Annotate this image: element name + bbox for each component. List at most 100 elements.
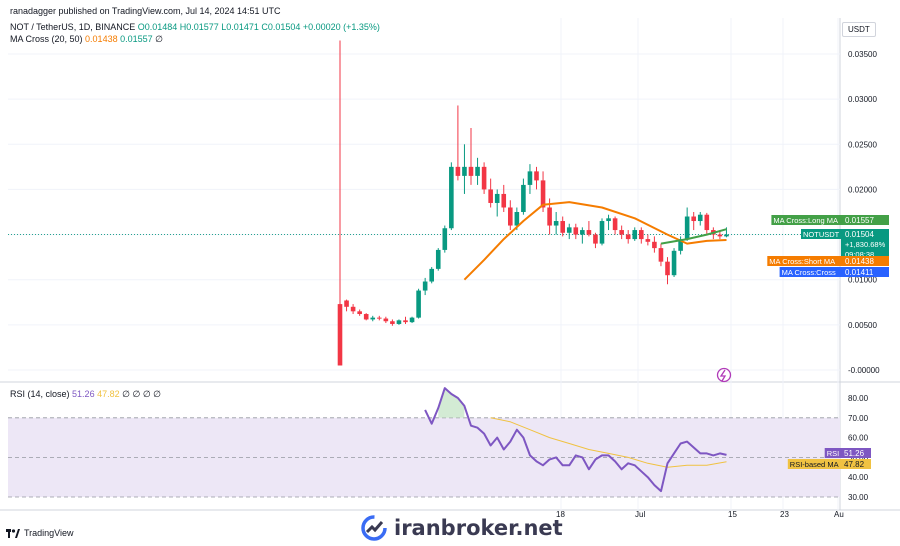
candle-body <box>462 166 467 176</box>
price-label-name: MA Cross:Short MA <box>769 257 835 266</box>
candle <box>383 316 389 324</box>
time-tick-label: Jul <box>635 510 645 519</box>
candle-body <box>534 171 539 181</box>
candle-body <box>383 318 389 322</box>
candle-body <box>527 171 533 185</box>
candle-body <box>619 230 624 235</box>
candle <box>350 304 356 315</box>
rsi-ma-line <box>490 417 727 468</box>
symbol-label[interactable]: NOT / TetherUS, 1D, BINANCE <box>10 22 136 32</box>
rsi-legend[interactable]: RSI (14, close) 51.26 47.82 ∅ ∅ ∅ ∅ <box>10 389 161 400</box>
price-label-name-bg <box>771 215 841 225</box>
tradingview-logo[interactable]: TradingView <box>6 528 74 538</box>
candle <box>370 315 376 322</box>
candle-body <box>691 216 696 222</box>
candle-body <box>547 207 552 226</box>
candle <box>580 227 585 244</box>
candle <box>377 315 382 321</box>
candle-body <box>488 189 493 203</box>
price-label-value-bg <box>841 215 889 225</box>
candle-body <box>625 234 631 240</box>
rsi-tick-label: 80.00 <box>848 394 869 403</box>
candle <box>606 214 611 231</box>
publish-info: ranadagger published on TradingView.com,… <box>10 6 281 16</box>
candle-body <box>639 230 644 240</box>
candle-body <box>671 250 677 276</box>
time-tick-label: Au <box>834 510 844 519</box>
candle <box>344 299 349 312</box>
price-tick-label: 0.00500 <box>848 321 877 330</box>
candle <box>429 267 434 284</box>
candle <box>435 248 441 271</box>
rsi-tail: ∅ ∅ ∅ ∅ <box>122 389 162 399</box>
candle <box>632 227 638 241</box>
candle-body <box>337 304 343 366</box>
candle <box>593 232 598 249</box>
price-tick-label: 0.02500 <box>848 140 877 149</box>
candle-body <box>455 166 461 176</box>
rsi-line <box>424 387 727 493</box>
candle-body <box>416 290 421 318</box>
price-label-name: MA Cross:Cross <box>782 268 836 277</box>
candle-body <box>514 212 520 226</box>
candle <box>671 248 677 278</box>
candle <box>612 216 618 235</box>
candle <box>409 316 415 324</box>
candle-body <box>606 218 611 222</box>
candle-body <box>344 300 349 307</box>
rsi-price-label: RSI-based MA 47.82 <box>787 459 871 469</box>
price-label-extra: 09:08:38 <box>845 250 874 259</box>
price-tick-label: 0.02000 <box>848 185 877 194</box>
ohlc-values: O0.01484 H0.01577 L0.01471 C0.01504 +0.0… <box>137 22 380 32</box>
price-label-value: 0.01438 <box>845 257 874 266</box>
ma-cross-legend[interactable]: MA Cross (20, 50) 0.01438 0.01557 ∅ <box>10 34 163 45</box>
rsi-tick-label: 40.00 <box>848 473 869 482</box>
candle <box>560 216 565 237</box>
candle-body <box>468 166 474 176</box>
candle <box>422 277 428 296</box>
candle <box>553 212 559 235</box>
tradingview-icon <box>6 528 20 538</box>
price-label-value: 0.01557 <box>845 216 874 225</box>
broker-logo-icon <box>361 515 387 541</box>
price-label-name-bg <box>767 256 841 266</box>
candle-body <box>632 230 638 240</box>
candle-body <box>678 239 683 251</box>
candle-body <box>580 230 585 235</box>
candle <box>691 212 696 231</box>
lightning-icon <box>716 367 732 383</box>
candle <box>442 225 448 253</box>
price-label: MA Cross:Long MA 0.01557 <box>771 215 889 225</box>
candle <box>501 184 507 212</box>
candle <box>481 162 487 194</box>
candle-body <box>540 180 546 208</box>
candle-body <box>422 281 428 291</box>
candle-body <box>501 193 507 208</box>
rsi-label-name: RSI <box>827 449 840 458</box>
candle <box>704 212 710 235</box>
candle-body <box>442 228 448 250</box>
candle <box>619 225 624 240</box>
rsi-value: 51.26 <box>72 389 95 399</box>
rsi-label-value-bg <box>841 459 871 469</box>
candle <box>645 234 651 246</box>
candle <box>665 257 670 285</box>
rsi-tick-label: 70.00 <box>848 414 869 423</box>
candle-body <box>357 311 362 315</box>
price-label-name: NOTUSDT <box>803 230 840 239</box>
rsi-price-label: RSI 51.26 <box>824 448 871 458</box>
candle <box>390 319 395 326</box>
candle-body <box>704 214 710 231</box>
candle-body <box>560 221 565 233</box>
candle <box>658 243 664 267</box>
price-label-value: 0.01504 <box>845 230 874 239</box>
currency-button[interactable]: USDT <box>842 22 876 37</box>
candle-body <box>377 317 382 319</box>
candle-body <box>403 320 408 323</box>
candle <box>357 309 362 316</box>
candle-body <box>553 221 559 226</box>
price-label-name-bg <box>801 229 841 239</box>
candle <box>586 221 592 237</box>
rsi-label-value-bg <box>841 448 871 458</box>
